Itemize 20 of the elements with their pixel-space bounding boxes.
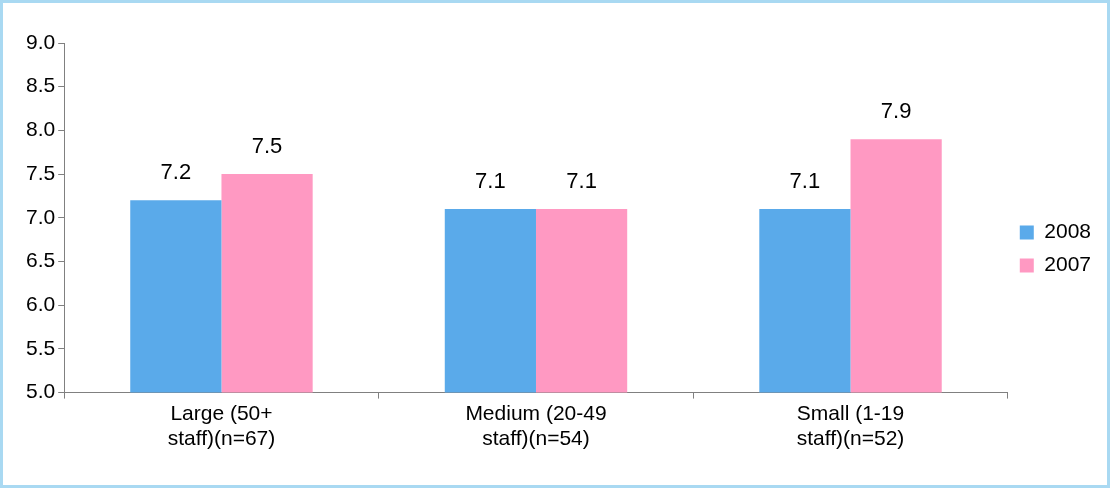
data-label: 7.1 bbox=[566, 168, 597, 194]
y-tick-label: 5.0 bbox=[25, 379, 56, 403]
x-tick-label: Large (50+ staff)(n=67) bbox=[167, 401, 276, 450]
data-label: 7.1 bbox=[789, 168, 821, 194]
data-label: 7.9 bbox=[880, 98, 912, 124]
x-tick-label: Small (1-19 staff)(n=52) bbox=[796, 401, 905, 450]
data-label: 7.5 bbox=[251, 133, 283, 159]
y-tick-label: 8.0 bbox=[25, 117, 56, 141]
y-tick-label: 7.0 bbox=[25, 204, 56, 228]
legend-label: 2008 bbox=[1044, 219, 1091, 243]
data-label: 7.2 bbox=[160, 159, 192, 185]
x-tick-label: Medium (20-49 staff)(n=54) bbox=[465, 401, 607, 450]
y-tick-label: 6.5 bbox=[25, 248, 56, 272]
y-tick-label: 7.5 bbox=[25, 160, 56, 184]
y-tick-label: 5.5 bbox=[25, 335, 56, 359]
y-tick-label: 8.5 bbox=[25, 73, 56, 97]
y-tick-label: 9.0 bbox=[25, 29, 56, 53]
legend-label: 2007 bbox=[1044, 252, 1091, 276]
data-label: 7.1 bbox=[475, 168, 506, 194]
y-tick-label: 6.0 bbox=[25, 292, 56, 315]
